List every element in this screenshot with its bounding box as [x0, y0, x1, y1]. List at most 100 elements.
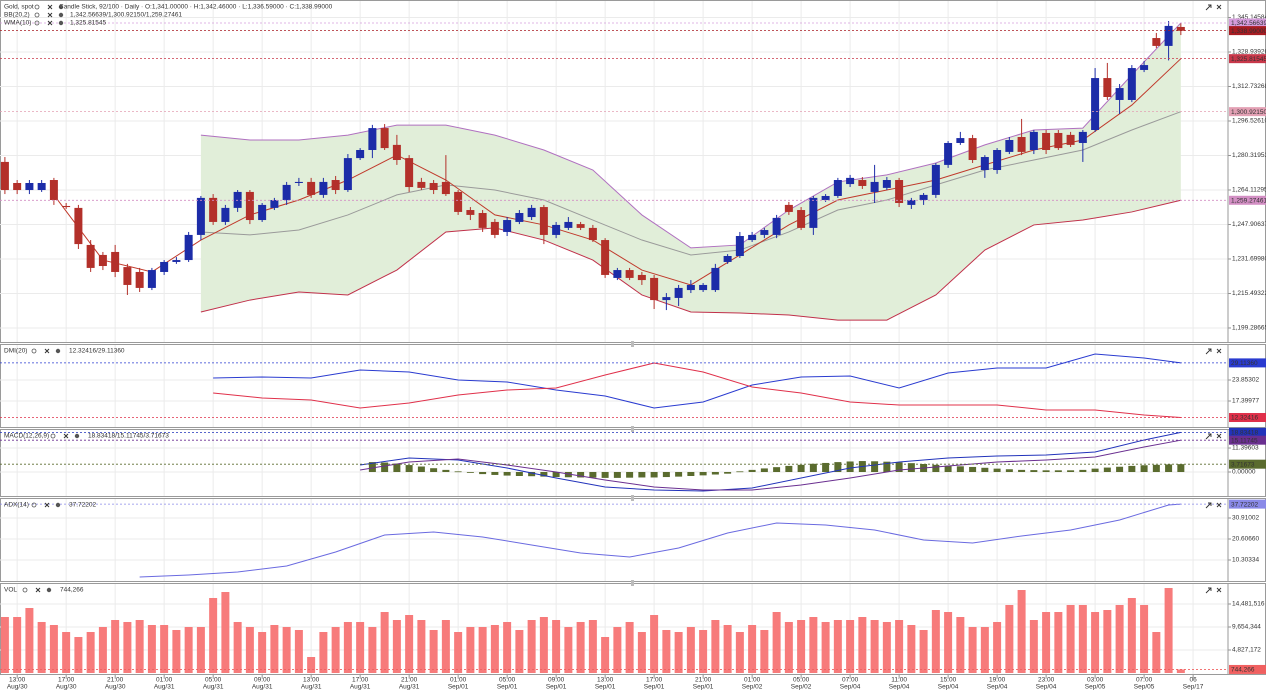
- histogram-bar: [466, 471, 474, 473]
- candle-body: [172, 260, 181, 262]
- volume-bar: [98, 627, 107, 673]
- current-value-label: 1,338.99000: [1231, 28, 1266, 35]
- x-tick-label: 19:00: [989, 677, 1006, 684]
- volume-bar: [37, 621, 46, 673]
- eye-icon[interactable]: [34, 20, 40, 26]
- candle-body: [454, 191, 463, 212]
- x-tick-label: 15:00: [940, 677, 957, 684]
- volume-bar: [319, 631, 328, 673]
- current-value-box: [1229, 413, 1266, 423]
- candle-body: [0, 161, 9, 191]
- eye-icon[interactable]: [34, 4, 40, 10]
- expand-icon[interactable]: [1205, 348, 1212, 355]
- candle-body: [1066, 134, 1075, 145]
- volume-bar: [380, 612, 389, 673]
- candle-body: [135, 271, 144, 288]
- settings-icon[interactable]: [58, 12, 64, 18]
- histogram-bar: [1128, 465, 1136, 472]
- volume-bar: [748, 625, 757, 673]
- volume-bar: [307, 657, 316, 673]
- close-icon[interactable]: [44, 348, 50, 354]
- volume-bar: [1005, 604, 1014, 673]
- candle-body: [62, 205, 71, 208]
- resize-handle[interactable]: [631, 426, 634, 432]
- histogram-bar: [993, 468, 1001, 472]
- y-tick-label: 17.39977: [1232, 398, 1259, 405]
- volume-bar: [233, 621, 242, 673]
- expand-icon[interactable]: [1205, 502, 1212, 509]
- candle-body: [515, 213, 524, 222]
- x-tick-date: Sep/05: [1134, 684, 1155, 690]
- settings-icon[interactable]: [55, 502, 61, 508]
- y-tick-label: 1,199.28665: [1232, 325, 1266, 332]
- expand-icon[interactable]: [1205, 587, 1212, 594]
- eye-icon[interactable]: [50, 433, 56, 439]
- volume-bar: [1115, 604, 1124, 673]
- candle-body: [895, 180, 904, 204]
- y-tick-label: 1,215.49322: [1232, 290, 1266, 297]
- volume-bar: [1164, 587, 1173, 673]
- volume-bar: [1091, 612, 1100, 673]
- close-icon[interactable]: [35, 587, 41, 593]
- settings-icon[interactable]: [46, 587, 52, 593]
- expand-icon[interactable]: [1205, 4, 1212, 11]
- histogram-bar: [1079, 469, 1087, 472]
- candle-body: [368, 128, 377, 151]
- close-icon[interactable]: [47, 20, 53, 26]
- candle-body: [1078, 131, 1087, 143]
- close-icon[interactable]: [63, 433, 69, 439]
- resize-handle[interactable]: [631, 341, 634, 347]
- volume-bar: [760, 629, 769, 673]
- current-value-box: [1229, 26, 1266, 36]
- indicator-line: [139, 503, 1181, 578]
- eye-icon[interactable]: [22, 587, 28, 593]
- candle-body: [245, 191, 254, 221]
- settings-icon[interactable]: [58, 20, 64, 26]
- close-panel-icon[interactable]: [1216, 502, 1222, 508]
- resize-handle[interactable]: [631, 580, 634, 586]
- histogram-bar: [932, 464, 940, 472]
- close-panel-icon[interactable]: [1216, 433, 1222, 439]
- eye-icon[interactable]: [31, 348, 37, 354]
- volume-bar: [405, 614, 414, 673]
- y-tick-label: 14,481,516: [1232, 601, 1265, 608]
- candle-body: [1152, 38, 1161, 46]
- candle-body: [1042, 132, 1051, 151]
- candle-body: [160, 261, 169, 272]
- volume-bar: [74, 636, 83, 673]
- close-panel-icon[interactable]: [1216, 587, 1222, 593]
- expand-icon[interactable]: [1205, 433, 1212, 440]
- current-value-box: [1229, 435, 1266, 445]
- histogram-bar: [662, 471, 670, 478]
- candle-body: [613, 270, 622, 278]
- volume-bar: [1042, 612, 1051, 673]
- close-icon[interactable]: [47, 4, 53, 10]
- volume-bar: [1066, 604, 1075, 673]
- indicator-line: [213, 362, 1181, 419]
- volume-bar: [833, 620, 842, 673]
- settings-icon[interactable]: [74, 433, 80, 439]
- y-tick-label: 4,827,172: [1232, 647, 1261, 654]
- resize-handle[interactable]: [631, 495, 634, 501]
- indicator-line: [213, 353, 1181, 409]
- eye-icon[interactable]: [34, 12, 40, 18]
- candle-body: [809, 197, 818, 228]
- eye-icon[interactable]: [31, 502, 37, 508]
- x-tick-label: 17:00: [352, 677, 369, 684]
- close-icon[interactable]: [44, 502, 50, 508]
- close-panel-icon[interactable]: [1216, 4, 1222, 10]
- candle-body: [821, 195, 830, 201]
- x-tick-date: Aug/30: [56, 684, 77, 690]
- histogram-bar: [785, 465, 793, 472]
- candle-body: [466, 210, 475, 215]
- settings-icon[interactable]: [55, 348, 61, 354]
- close-icon[interactable]: [47, 12, 53, 18]
- y-tick-label: 10.30334: [1232, 557, 1259, 564]
- volume-bar: [564, 627, 573, 673]
- close-panel-icon[interactable]: [1216, 348, 1222, 354]
- volume-bar: [1127, 597, 1136, 673]
- settings-icon[interactable]: [58, 4, 64, 10]
- histogram-bar: [736, 471, 744, 473]
- volume-bar: [49, 625, 58, 673]
- volume-bar: [809, 617, 818, 673]
